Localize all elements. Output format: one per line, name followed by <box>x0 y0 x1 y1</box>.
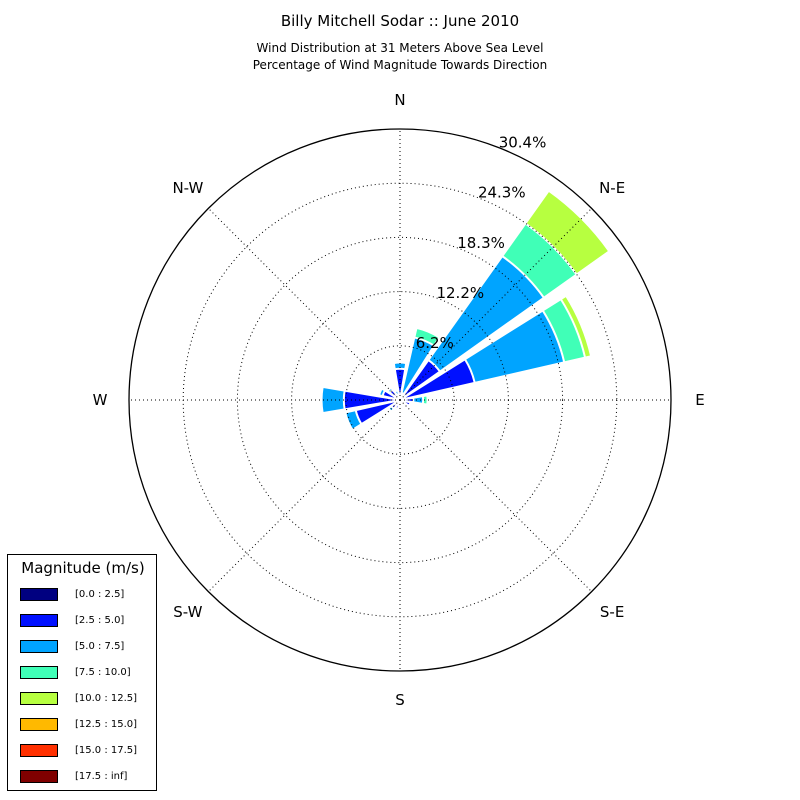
bar-dir-22.5-bin-2 <box>399 336 436 401</box>
bar-dir-90-bin-1 <box>399 396 415 404</box>
grid-ring-3 <box>182 182 618 618</box>
direction-label-N-W: N-W <box>172 179 203 197</box>
legend-swatch <box>20 639 58 653</box>
legend-title: Magnitude (m/s) <box>21 559 145 577</box>
legend-item: [15.0 : 17.5] <box>20 742 137 758</box>
chart-subtitle-line-1: Wind Distribution at 31 Meters Above Sea… <box>256 41 544 55</box>
legend-item: [17.5 : inf] <box>20 768 127 784</box>
grid-ring-2 <box>236 236 564 564</box>
legend-item: [12.5 : 15.0] <box>20 716 137 732</box>
legend-item: [0.0 : 2.5] <box>20 586 124 602</box>
radial-tick-label-0: 6.2% <box>416 334 454 352</box>
spoke-315 <box>208 208 401 401</box>
legend-item: [5.0 : 7.5] <box>20 638 124 654</box>
legend-label: [2.5 : 5.0] <box>75 614 125 626</box>
radial-tick-label-2: 18.3% <box>457 234 505 252</box>
direction-label-N: N <box>394 91 405 109</box>
legend-label: [15.0 : 17.5] <box>75 744 138 756</box>
legend-item: [10.0 : 12.5] <box>20 690 137 706</box>
direction-label-W: W <box>93 391 108 409</box>
legend-swatch <box>20 769 58 783</box>
legend-label: [7.5 : 10.0] <box>75 666 131 678</box>
radial-tick-label-4: 30.4% <box>499 134 547 152</box>
legend-label: [17.5 : inf] <box>75 770 128 782</box>
legend-label: [5.0 : 7.5] <box>75 640 125 652</box>
legend-label: [10.0 : 12.5] <box>75 692 138 704</box>
direction-label-S-W: S-W <box>173 603 202 621</box>
bar-dir-67.5-bin-1 <box>399 357 476 401</box>
legend-label: [0.0 : 2.5] <box>75 588 125 600</box>
grid-ring-1 <box>291 291 509 509</box>
chart-subtitle-line-2: Percentage of Wind Magnitude Towards Dir… <box>252 58 548 72</box>
direction-label-S-E: S-E <box>600 603 624 621</box>
spoke-225 <box>208 399 401 592</box>
grid-ring-0 <box>345 345 455 455</box>
legend-label: [12.5 : 15.0] <box>75 718 138 730</box>
direction-label-E: E <box>695 391 704 409</box>
radial-tick-label-3: 24.3% <box>478 184 526 202</box>
direction-label-N-E: N-E <box>599 179 625 197</box>
bar-dir-0-bin-1 <box>393 367 407 401</box>
legend-swatch <box>20 743 58 757</box>
legend-swatch <box>20 717 58 731</box>
direction-label-S: S <box>395 691 405 709</box>
bar-dir-247.5-bin-1 <box>354 399 401 426</box>
legend-item: [7.5 : 10.0] <box>20 664 131 680</box>
legend-swatch <box>20 587 58 601</box>
legend-item: [2.5 : 5.0] <box>20 612 124 628</box>
radial-tick-label-1: 12.2% <box>436 284 484 302</box>
legend-swatch <box>20 691 58 705</box>
legend-swatch <box>20 613 58 627</box>
chart-title: Billy Mitchell Sodar :: June 2010 <box>280 12 520 30</box>
outer-ring <box>128 128 672 672</box>
spoke-135 <box>399 399 592 592</box>
legend: Magnitude (m/s) [0.0 : 2.5] [2.5 : 5.0] [5… <box>7 554 157 791</box>
legend-swatch <box>20 665 58 679</box>
